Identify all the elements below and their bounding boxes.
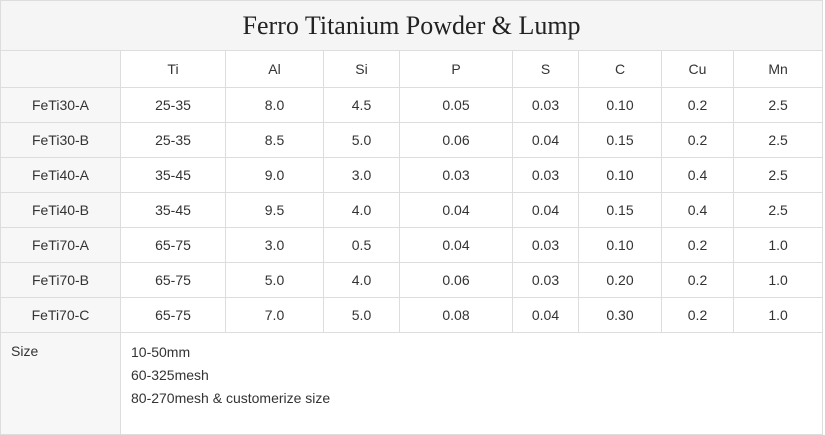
cell: 9.5 bbox=[225, 192, 324, 228]
row-label: FeTi70-A bbox=[0, 227, 121, 263]
cell: 0.20 bbox=[578, 262, 662, 298]
title: Ferro Titanium Powder & Lump bbox=[0, 0, 824, 51]
cell: 0.03 bbox=[512, 227, 579, 263]
cell: 8.5 bbox=[225, 122, 324, 158]
corner-cell bbox=[0, 50, 121, 88]
cell: 1.0 bbox=[732, 262, 824, 298]
data-row: FeTi70-C 65-75 7.0 5.0 0.08 0.04 0.30 0.2 1.0 bbox=[0, 297, 824, 333]
row-label: FeTi30-B bbox=[0, 122, 121, 158]
header-cell: Si bbox=[323, 50, 400, 88]
cell: 1.0 bbox=[732, 227, 824, 263]
data-row: FeTi40-B 35-45 9.5 4.0 0.04 0.04 0.15 0.4 2.5 bbox=[0, 192, 824, 228]
cell: 0.04 bbox=[512, 297, 579, 333]
cell: 0.10 bbox=[578, 87, 662, 123]
cell: 2.5 bbox=[732, 122, 824, 158]
cell: 3.0 bbox=[323, 157, 400, 193]
size-line: 80-270mesh & customerize size bbox=[131, 390, 331, 406]
cell: 25-35 bbox=[120, 122, 226, 158]
cell: 5.0 bbox=[323, 122, 400, 158]
row-label: FeTi70-B bbox=[0, 262, 121, 298]
cell: 25-35 bbox=[120, 87, 226, 123]
cell: 0.4 bbox=[661, 192, 734, 228]
header-cell: Ti bbox=[120, 50, 226, 88]
cell: 0.04 bbox=[399, 227, 513, 263]
cell: 0.04 bbox=[512, 122, 579, 158]
cell: 0.10 bbox=[578, 227, 662, 263]
cell: 65-75 bbox=[120, 297, 226, 333]
cell: 0.03 bbox=[512, 262, 579, 298]
cell: 0.2 bbox=[661, 122, 734, 158]
size-line: 10-50mm bbox=[131, 344, 191, 360]
cell: 1.0 bbox=[732, 297, 824, 333]
data-row: FeTi70-B 65-75 5.0 4.0 0.06 0.03 0.20 0.2 1.0 bbox=[0, 262, 824, 298]
cell: 0.15 bbox=[578, 122, 662, 158]
cell: 65-75 bbox=[120, 227, 226, 263]
cell: 0.5 bbox=[323, 227, 400, 263]
data-row: FeTi30-B 25-35 8.5 5.0 0.06 0.04 0.15 0.2 2.5 bbox=[0, 122, 824, 158]
cell: 3.0 bbox=[225, 227, 324, 263]
title-row: Ferro Titanium Powder & Lump bbox=[0, 0, 824, 51]
size-row: Size 10-50mm 60-325mesh 80-270mesh & custom… bbox=[0, 332, 824, 435]
size-line: 60-325mesh bbox=[131, 367, 209, 383]
cell: 4.5 bbox=[323, 87, 400, 123]
row-label: Size bbox=[0, 332, 121, 435]
cell: 0.06 bbox=[399, 122, 513, 158]
cell: 0.2 bbox=[661, 262, 734, 298]
header-cell: Cu bbox=[661, 50, 734, 88]
cell: 5.0 bbox=[225, 262, 324, 298]
data-row: FeTi40-A 35-45 9.0 3.0 0.03 0.03 0.10 0.4 2.5 bbox=[0, 157, 824, 193]
cell: 0.30 bbox=[578, 297, 662, 333]
cell: 35-45 bbox=[120, 192, 226, 228]
header-cell: S bbox=[512, 50, 579, 88]
cell: 0.03 bbox=[399, 157, 513, 193]
row-label: FeTi40-A bbox=[0, 157, 121, 193]
cell: 4.0 bbox=[323, 192, 400, 228]
header-row: Ti Al Si P S C Cu Mn bbox=[0, 50, 824, 88]
cell: 8.0 bbox=[225, 87, 324, 123]
size-cell: 10-50mm 60-325mesh 80-270mesh & customeriz… bbox=[119, 332, 824, 435]
cell: 0.2 bbox=[661, 227, 734, 263]
cell: 0.06 bbox=[399, 262, 513, 298]
header-cell: C bbox=[578, 50, 662, 88]
cell: 0.04 bbox=[399, 192, 513, 228]
data-row: FeTi30-A 25-35 8.0 4.5 0.05 0.03 0.10 0.2 2.5 bbox=[0, 87, 824, 123]
cell: 0.04 bbox=[512, 192, 579, 228]
cell: 0.15 bbox=[578, 192, 662, 228]
cell: 35-45 bbox=[120, 157, 226, 193]
cell: 7.0 bbox=[225, 297, 324, 333]
cell: 0.08 bbox=[399, 297, 513, 333]
row-label: FeTi40-B bbox=[0, 192, 121, 228]
cell: 0.2 bbox=[661, 297, 734, 333]
cell: 2.5 bbox=[732, 157, 824, 193]
data-row: FeTi70-A 65-75 3.0 0.5 0.04 0.03 0.10 0.2 1.0 bbox=[0, 227, 824, 263]
cell: 0.2 bbox=[661, 87, 734, 123]
cell: 0.03 bbox=[512, 87, 579, 123]
cell: 2.5 bbox=[732, 87, 824, 123]
cell: 4.0 bbox=[323, 262, 400, 298]
cell: 0.10 bbox=[578, 157, 662, 193]
cell: 9.0 bbox=[225, 157, 324, 193]
cell: 5.0 bbox=[323, 297, 400, 333]
cell: 0.03 bbox=[512, 157, 579, 193]
cell: 0.05 bbox=[399, 87, 513, 123]
row-label: FeTi70-C bbox=[0, 297, 121, 333]
header-cell: P bbox=[399, 50, 513, 88]
cell: 65-75 bbox=[120, 262, 226, 298]
cell: 2.5 bbox=[732, 192, 824, 228]
row-label: FeTi30-A bbox=[0, 87, 121, 123]
header-cell: Al bbox=[225, 50, 324, 88]
cell: 0.4 bbox=[661, 157, 734, 193]
header-cell: Mn bbox=[732, 50, 824, 88]
